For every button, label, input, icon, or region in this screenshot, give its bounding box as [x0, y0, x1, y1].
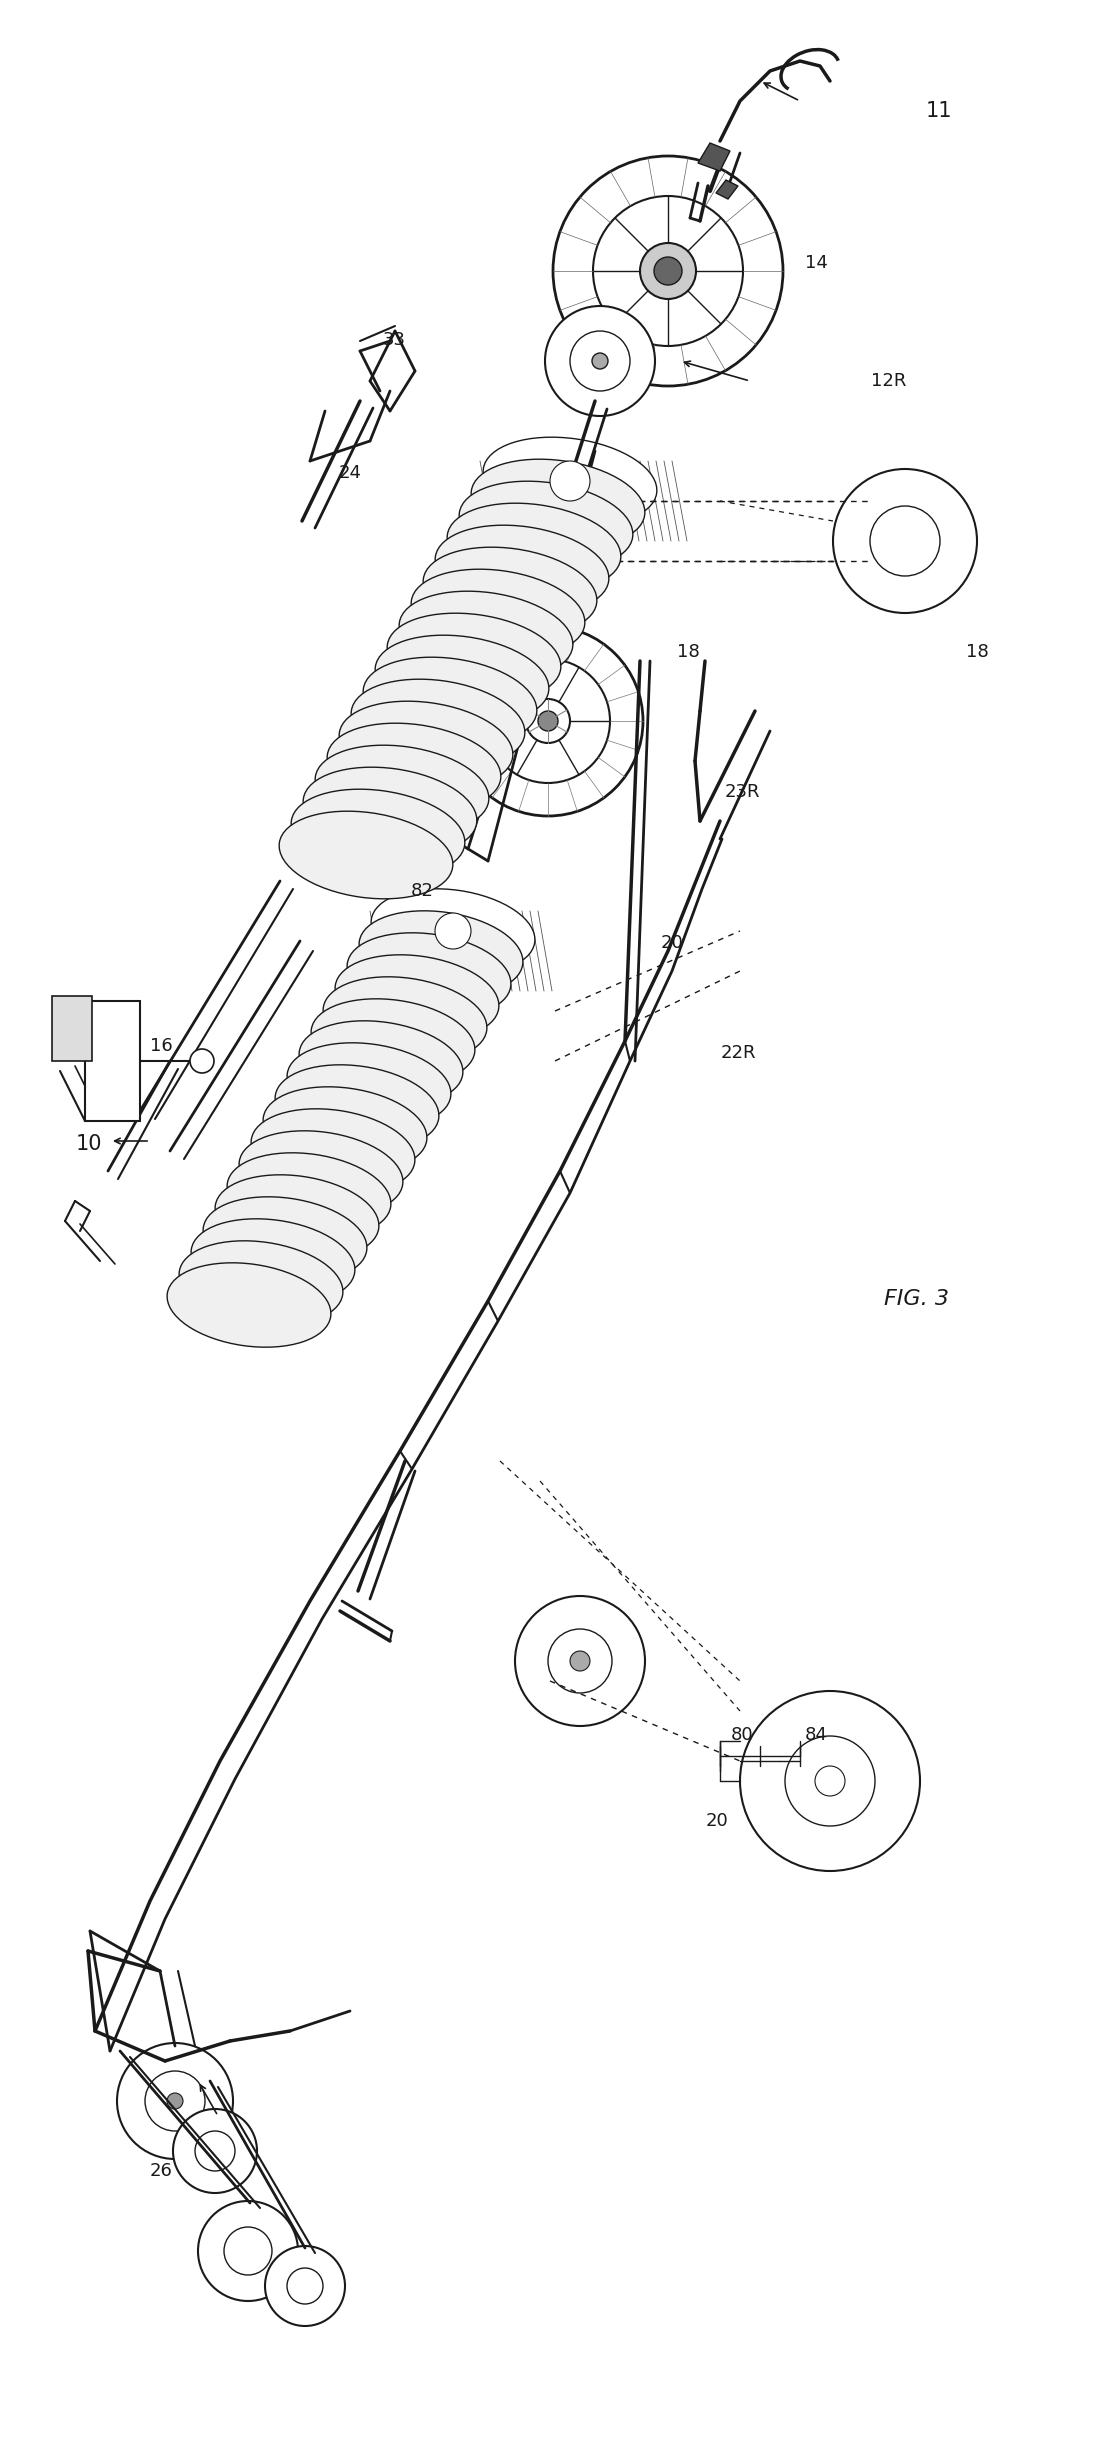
Polygon shape [86, 1002, 140, 1122]
Text: 11: 11 [925, 101, 952, 121]
Text: 33: 33 [383, 330, 406, 349]
Ellipse shape [191, 1218, 354, 1304]
Circle shape [640, 244, 695, 298]
Circle shape [173, 2109, 257, 2193]
Circle shape [516, 1597, 645, 1725]
Ellipse shape [291, 790, 464, 876]
Ellipse shape [216, 1174, 379, 1260]
Circle shape [117, 2043, 233, 2158]
Text: 82: 82 [411, 881, 433, 901]
Ellipse shape [227, 1152, 391, 1238]
Ellipse shape [359, 911, 523, 994]
Circle shape [870, 507, 940, 576]
Text: 22R: 22R [721, 1043, 757, 1063]
Ellipse shape [347, 933, 511, 1016]
Ellipse shape [387, 613, 561, 701]
Circle shape [785, 1735, 875, 1826]
Circle shape [550, 460, 590, 502]
Text: 12R: 12R [871, 372, 907, 391]
Ellipse shape [336, 955, 499, 1039]
Circle shape [570, 330, 630, 391]
Ellipse shape [203, 1196, 367, 1282]
Ellipse shape [323, 977, 487, 1061]
Circle shape [570, 1651, 590, 1671]
Polygon shape [52, 997, 92, 1061]
Text: 24: 24 [339, 463, 361, 482]
Circle shape [553, 155, 783, 386]
Polygon shape [698, 143, 730, 170]
Circle shape [266, 2247, 346, 2326]
Circle shape [593, 197, 743, 347]
Ellipse shape [436, 524, 609, 613]
Circle shape [290, 837, 314, 859]
Circle shape [815, 1767, 845, 1797]
Circle shape [436, 913, 471, 950]
Text: 23R: 23R [724, 783, 760, 802]
Ellipse shape [471, 460, 644, 546]
Circle shape [196, 2131, 236, 2171]
Circle shape [486, 660, 610, 783]
Text: 18: 18 [967, 642, 989, 662]
Ellipse shape [363, 657, 537, 746]
Ellipse shape [167, 1262, 331, 1346]
Circle shape [453, 625, 643, 817]
Ellipse shape [371, 888, 534, 972]
Text: 18: 18 [678, 642, 700, 662]
Ellipse shape [251, 1110, 414, 1194]
Ellipse shape [279, 812, 453, 898]
Ellipse shape [447, 502, 621, 591]
Circle shape [287, 2269, 323, 2303]
Text: 84: 84 [805, 1725, 828, 1745]
Ellipse shape [459, 482, 633, 568]
Circle shape [198, 2200, 298, 2301]
Polygon shape [715, 180, 738, 199]
Ellipse shape [316, 746, 489, 832]
Circle shape [190, 1048, 214, 1073]
Circle shape [548, 1629, 612, 1693]
Text: 20: 20 [661, 933, 683, 952]
Ellipse shape [411, 568, 584, 657]
Ellipse shape [239, 1130, 403, 1216]
Ellipse shape [399, 591, 573, 679]
Ellipse shape [423, 546, 597, 635]
Circle shape [411, 775, 436, 800]
Ellipse shape [327, 724, 501, 810]
Ellipse shape [303, 768, 477, 854]
Ellipse shape [287, 1043, 451, 1127]
Ellipse shape [351, 679, 524, 768]
Text: 80: 80 [731, 1725, 753, 1745]
Circle shape [833, 470, 977, 613]
Ellipse shape [311, 999, 474, 1083]
Circle shape [538, 711, 558, 731]
Circle shape [526, 699, 570, 743]
Ellipse shape [483, 438, 657, 524]
Ellipse shape [339, 701, 513, 790]
Ellipse shape [299, 1021, 463, 1105]
Ellipse shape [276, 1066, 439, 1149]
Circle shape [167, 2092, 183, 2109]
Ellipse shape [376, 635, 549, 724]
Text: 14: 14 [805, 253, 828, 273]
Circle shape [546, 305, 655, 416]
Circle shape [224, 2227, 272, 2274]
Circle shape [146, 2072, 206, 2131]
Text: 16: 16 [150, 1036, 172, 1056]
Text: 20: 20 [705, 1811, 728, 1831]
Circle shape [740, 1691, 920, 1870]
Text: FIG. 3: FIG. 3 [884, 1290, 949, 1309]
Circle shape [654, 256, 682, 285]
Ellipse shape [179, 1240, 343, 1324]
Text: 10: 10 [76, 1135, 102, 1154]
Ellipse shape [263, 1088, 427, 1171]
Circle shape [592, 352, 608, 369]
Text: 26: 26 [150, 2161, 172, 2180]
